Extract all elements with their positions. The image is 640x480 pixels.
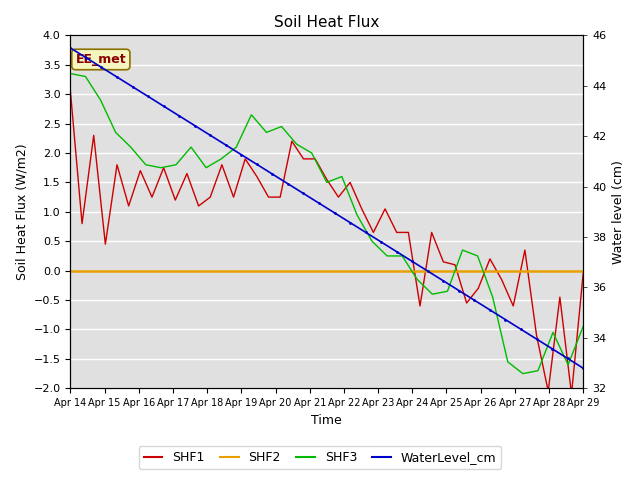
WaterLevel_cm [331,210,339,216]
SHF3 [248,112,255,118]
SHF3 [579,324,587,329]
SHF1 [241,156,249,162]
SHF3 [172,162,180,168]
SHF1 [172,197,179,203]
SHF3 [202,165,210,170]
SHF1 [381,206,389,212]
SHF3 [218,156,225,162]
WaterLevel_cm [67,45,74,51]
SHF1 [579,271,587,276]
SHF1 [183,171,191,177]
SHF1 [474,286,482,291]
SHF3 [474,253,481,259]
SHF1 [288,138,296,144]
SHF1 [113,162,121,168]
SHF3 [278,124,285,130]
SHF1 [440,259,447,264]
WaterLevel_cm [554,349,561,355]
SHF1 [125,203,132,209]
SHF3 [398,253,406,259]
SHF3 [368,239,376,244]
SHF1 [521,247,529,253]
SHF1 [207,194,214,200]
Title: Soil Heat Flux: Soil Heat Flux [274,15,380,30]
Y-axis label: Water level (cm): Water level (cm) [612,160,625,264]
SHF1 [556,294,564,300]
SHF3 [308,150,316,156]
SHF3 [534,368,542,373]
SHF1 [463,300,470,306]
SHF3 [67,71,74,76]
SHF1 [148,194,156,200]
SHF3 [338,174,346,180]
SHF1 [102,241,109,247]
SHF3 [262,130,270,135]
WaterLevel_cm [538,339,545,345]
SHF1 [509,303,517,309]
SHF1 [300,156,307,162]
SHF3 [383,253,391,259]
SHF3 [489,294,497,300]
SHF1 [568,391,575,397]
SHF1 [78,221,86,227]
SHF3 [519,371,527,376]
SHF1 [311,156,319,162]
SHF3 [444,288,451,294]
SHF3 [323,180,331,185]
SHF3 [564,362,572,368]
SHF3 [157,165,164,170]
SHF1 [136,168,144,174]
SHF1 [230,194,237,200]
SHF3 [142,162,150,168]
SHF3 [429,291,436,297]
SHF1 [545,388,552,394]
SHF3 [232,144,240,150]
SHF1 [160,165,168,170]
SHF1 [67,88,74,94]
SHF3 [353,212,361,217]
SHF3 [82,73,90,79]
SHF1 [358,206,365,212]
Text: EE_met: EE_met [76,53,126,66]
SHF3 [188,144,195,150]
X-axis label: Time: Time [312,414,342,427]
SHF1 [90,132,97,138]
SHF1 [323,177,331,182]
SHF1 [253,174,260,180]
Line: WaterLevel_cm: WaterLevel_cm [69,47,584,370]
WaterLevel_cm [186,120,193,125]
SHF1 [369,229,377,235]
SHF1 [393,229,401,235]
SHF1 [195,203,202,209]
SHF1 [532,333,540,338]
SHF1 [498,276,506,282]
SHF1 [451,262,459,268]
SHF1 [346,180,354,185]
SHF3 [413,276,421,282]
SHF3 [504,359,511,365]
Y-axis label: Soil Heat Flux (W/m2): Soil Heat Flux (W/m2) [15,144,28,280]
Line: SHF3: SHF3 [70,73,583,373]
SHF1 [218,162,226,168]
WaterLevel_cm [579,365,587,371]
WaterLevel_cm [372,236,380,241]
SHF1 [416,303,424,309]
SHF1 [428,229,435,235]
WaterLevel_cm [165,107,173,112]
SHF1 [404,229,412,235]
SHF3 [127,144,134,150]
SHF3 [97,97,104,103]
SHF1 [486,256,494,262]
SHF3 [292,141,300,147]
SHF1 [276,194,284,200]
Line: SHF1: SHF1 [70,91,583,394]
SHF3 [112,130,120,135]
SHF3 [549,330,557,336]
SHF3 [459,247,467,253]
SHF1 [335,194,342,200]
SHF1 [265,194,273,200]
Legend: SHF1, SHF2, SHF3, WaterLevel_cm: SHF1, SHF2, SHF3, WaterLevel_cm [139,446,501,469]
